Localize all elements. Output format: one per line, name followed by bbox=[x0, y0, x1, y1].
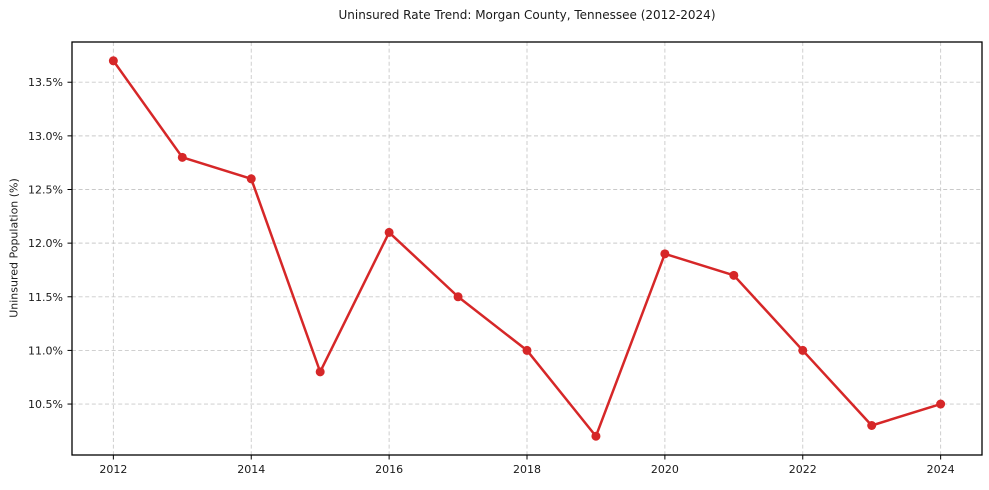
y-tick-label: 13.0% bbox=[28, 130, 63, 143]
data-point bbox=[315, 367, 325, 377]
data-point bbox=[177, 152, 187, 162]
data-point bbox=[867, 421, 877, 430]
x-tick-label: 2014 bbox=[237, 463, 265, 476]
data-point bbox=[660, 249, 670, 259]
x-tick-label: 2020 bbox=[651, 463, 679, 476]
x-tick-label: 2018 bbox=[513, 463, 541, 476]
x-tick-label: 2012 bbox=[99, 463, 127, 476]
x-tick-label: 2016 bbox=[375, 463, 403, 476]
data-point bbox=[522, 345, 532, 355]
chart-title: Uninsured Rate Trend: Morgan County, Ten… bbox=[338, 8, 716, 22]
data-point bbox=[936, 399, 946, 409]
y-tick-label: 13.5% bbox=[28, 76, 63, 89]
data-point bbox=[591, 431, 601, 441]
y-axis-label: Uninsured Population (%) bbox=[7, 178, 21, 318]
data-point bbox=[798, 345, 808, 355]
x-tick-label: 2022 bbox=[789, 463, 817, 476]
data-point bbox=[246, 174, 256, 184]
data-point bbox=[384, 227, 394, 237]
data-point bbox=[453, 292, 463, 302]
data-point bbox=[729, 270, 739, 280]
y-tick-label: 10.5% bbox=[28, 398, 63, 411]
y-tick-label: 11.5% bbox=[28, 291, 63, 304]
y-tick-label: 11.0% bbox=[28, 344, 63, 357]
x-tick-label: 2024 bbox=[927, 463, 955, 476]
y-tick-label: 12.5% bbox=[28, 184, 63, 197]
y-tick-label: 12.0% bbox=[28, 237, 63, 250]
data-point bbox=[108, 56, 118, 66]
